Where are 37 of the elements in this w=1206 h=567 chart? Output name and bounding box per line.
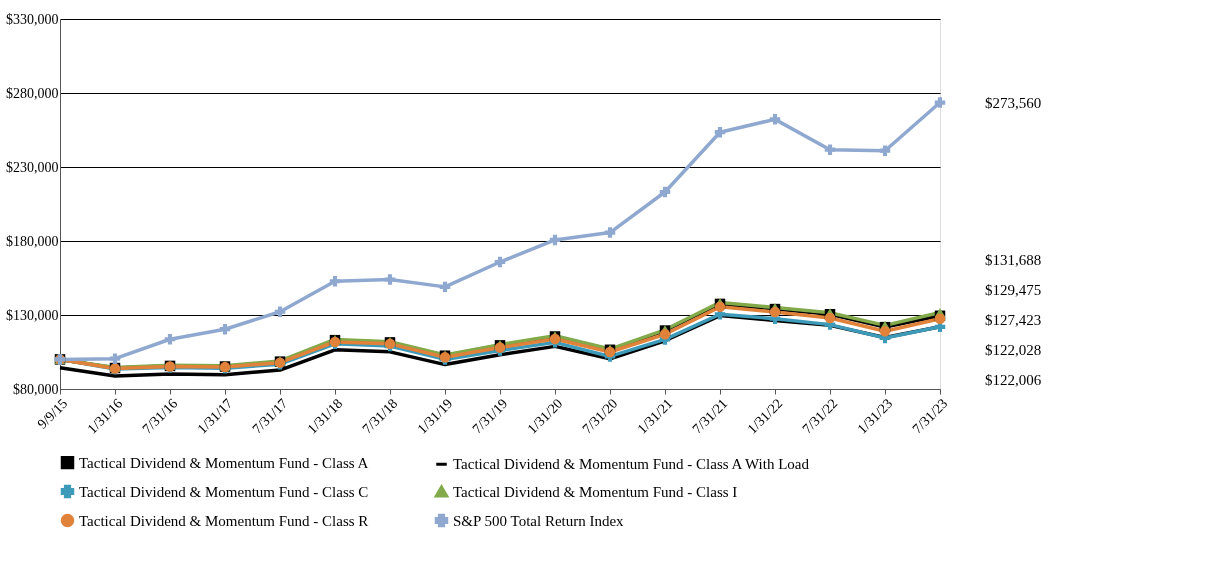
legend-label: Tactical Dividend & Momentum Fund - Class I	[453, 483, 738, 500]
legend-label: S&P 500 Total Return Index	[453, 512, 625, 529]
text: $122,028	[985, 342, 1042, 359]
text: $129,475	[985, 282, 1042, 299]
point	[109, 353, 121, 364]
point	[769, 114, 781, 125]
point	[824, 312, 836, 324]
text: $122,006	[985, 372, 1042, 389]
legend-label: Tactical Dividend & Momentum Fund - Class R	[79, 512, 369, 529]
text: $131,688	[985, 252, 1042, 269]
point	[659, 329, 671, 340]
point	[879, 326, 891, 337]
point	[219, 323, 231, 335]
point	[604, 227, 616, 238]
y-tick-label: $330,000	[6, 11, 59, 27]
point	[494, 256, 506, 268]
point	[329, 276, 341, 287]
point	[439, 281, 451, 293]
point	[934, 97, 946, 108]
text: $127,423	[985, 312, 1042, 329]
legend-label: Tactical Dividend & Momentum Fund - Class A	[79, 454, 369, 471]
point	[274, 306, 286, 317]
y-tick-label: $130,000	[6, 307, 59, 323]
point	[164, 334, 176, 345]
text: $273,560	[985, 94, 1042, 111]
y-tick-label: $230,000	[6, 159, 59, 175]
point	[549, 234, 561, 246]
point	[824, 144, 836, 155]
y-tick-label: $180,000	[6, 233, 59, 249]
y-tick-label: $80,000	[13, 381, 59, 397]
point	[659, 186, 671, 198]
point	[714, 126, 726, 138]
legend-label: Tactical Dividend & Momentum Fund - Class C	[79, 483, 369, 500]
point	[879, 145, 891, 156]
y-tick-label: $280,000	[6, 85, 59, 101]
legend-label: Tactical Dividend & Momentum Fund - Class A With Load	[453, 456, 810, 473]
point	[384, 274, 396, 285]
